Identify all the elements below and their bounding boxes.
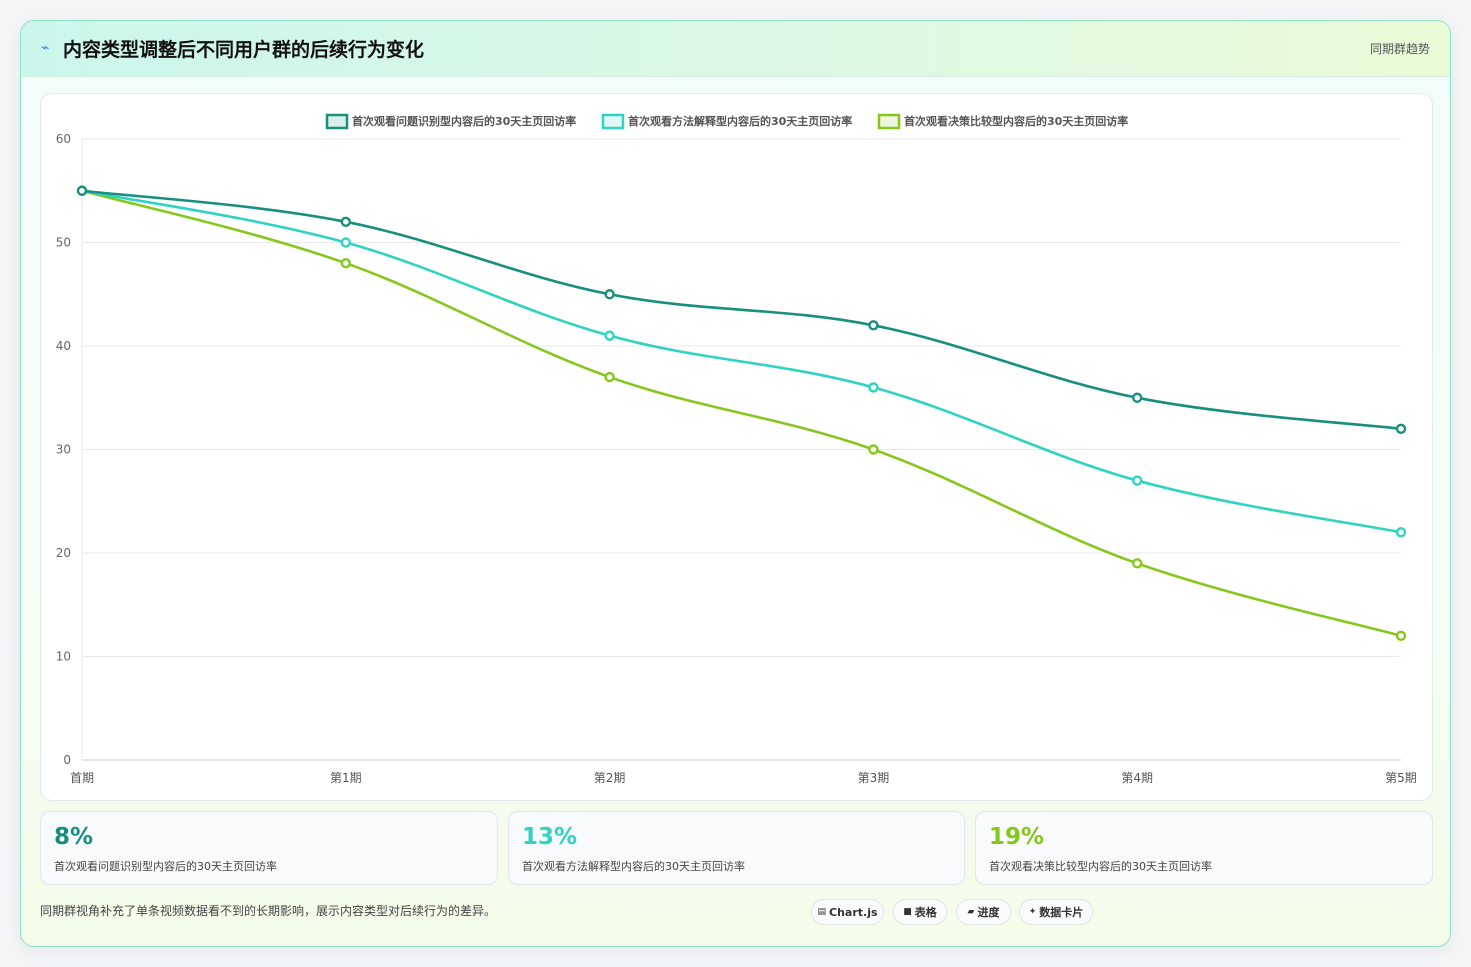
- progress-icon: ▰: [967, 907, 975, 917]
- y-tick-label: 0: [63, 753, 71, 767]
- chart-title: 内容类型调整后不同用户群的后续行为变化: [63, 39, 425, 61]
- table-icon: ■: [903, 907, 912, 917]
- stat-card-3: 19% 首次观看决策比较型内容后的30天主页回访率: [975, 811, 1433, 885]
- data-point: [340, 216, 351, 228]
- data-point: [868, 382, 879, 393]
- y-tick-label: 10: [56, 650, 71, 664]
- legend-swatch: [877, 113, 901, 130]
- data-point: [76, 185, 88, 196]
- tag-progress[interactable]: ▰ 进度: [956, 899, 1011, 925]
- legend-swatch: [325, 113, 349, 130]
- legend-swatch: [601, 113, 625, 130]
- series-line-1: [81, 189, 1402, 431]
- legend-label: 首次观看决策比较型内容后的30天主页回访率: [904, 114, 1128, 128]
- tag-label: Chart.js: [829, 905, 878, 919]
- tag-label: 数据卡片: [1039, 906, 1084, 919]
- line-chart: 0 10 20 30 40 50 60 首期 第1期 第2期 第3期 第4期 第5期 首次观看问题识别型内…: [56, 113, 1417, 785]
- stat-value: 8%: [54, 824, 94, 850]
- data-point: [1395, 423, 1407, 434]
- data-point: [340, 237, 351, 248]
- x-tick-label: 第2期: [594, 771, 626, 785]
- x-tick-label: 第5期: [1385, 771, 1417, 785]
- sparkle-icon: ✦: [1028, 907, 1037, 917]
- data-point: [1131, 558, 1143, 569]
- data-point: [1131, 392, 1143, 403]
- data-point: [1131, 475, 1143, 486]
- stat-label: 首次观看问题识别型内容后的30天主页回访率: [54, 860, 277, 873]
- card-header: ⌁ 内容类型调整后不同用户群的后续行为变化 同期群趋势: [21, 21, 1450, 77]
- data-point: [868, 320, 879, 331]
- data-point: [868, 444, 879, 455]
- chart-card: ⌁ 内容类型调整后不同用户群的后续行为变化 同期群趋势 0 10 20 30 40 50 6…: [20, 20, 1451, 947]
- tag-label: 表格: [914, 906, 937, 919]
- stat-value: 19%: [989, 824, 1045, 850]
- tag-chartjs[interactable]: ▤ Chart.js: [811, 899, 884, 925]
- y-tick-label: 50: [56, 236, 71, 250]
- footer-note: 同期群视角补充了单条视频数据看不到的长期影响，展示内容类型对后续行为的差异。: [40, 904, 497, 918]
- stat-value: 13%: [522, 824, 578, 850]
- series-line-2: [81, 189, 1402, 534]
- data-point: [1395, 630, 1407, 641]
- data-point: [1395, 527, 1407, 538]
- trend-icon: ⌁: [41, 40, 50, 56]
- stat-card-2: 13% 首次观看方法解释型内容后的30天主页回访率: [508, 811, 965, 885]
- x-tick-label: 第4期: [1121, 771, 1153, 785]
- legend-label: 首次观看问题识别型内容后的30天主页回访率: [352, 114, 576, 128]
- chart-icon: ▤: [817, 907, 826, 917]
- tag-table[interactable]: ■ 表格: [893, 899, 947, 925]
- series-line-3: [81, 189, 1402, 638]
- y-tick-label: 20: [56, 546, 71, 560]
- tag-label: 进度: [977, 906, 1000, 919]
- x-tick-label: 第3期: [858, 771, 890, 785]
- chart-panel: 0 10 20 30 40 50 60 首期 第1期 第2期 第3期 第4期 第5期 首次观看问题识别型内…: [40, 93, 1433, 801]
- data-point: [340, 257, 351, 269]
- y-tick-label: 60: [56, 132, 71, 146]
- tag-data-card[interactable]: ✦ 数据卡片: [1019, 899, 1093, 925]
- header-badge: 同期群趋势: [1369, 42, 1430, 56]
- data-point: [604, 289, 615, 300]
- stat-label: 首次观看方法解释型内容后的30天主页回访率: [522, 860, 745, 873]
- x-tick-label: 第1期: [330, 771, 362, 785]
- y-tick-label: 40: [56, 339, 71, 353]
- x-tick-label: 首期: [70, 771, 94, 785]
- data-point: [604, 371, 615, 383]
- data-point: [604, 330, 615, 341]
- stat-label: 首次观看决策比较型内容后的30天主页回访率: [989, 860, 1212, 873]
- stat-card-1: 8% 首次观看问题识别型内容后的30天主页回访率: [40, 811, 498, 885]
- legend-label: 首次观看方法解释型内容后的30天主页回访率: [628, 114, 852, 128]
- y-tick-label: 30: [56, 443, 71, 457]
